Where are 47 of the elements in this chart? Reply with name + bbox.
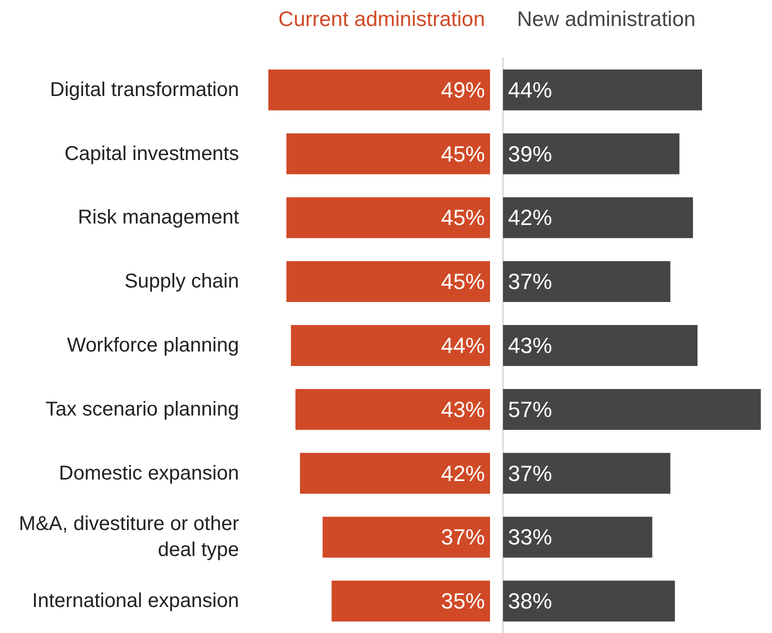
y-tick-label: Domestic expansion (58, 462, 239, 484)
bar (286, 197, 490, 238)
y-tick-label: International expansion (32, 590, 239, 612)
bar (503, 580, 675, 622)
y-tick-label: Workforce planning (67, 334, 239, 356)
bar (268, 70, 490, 110)
data-label: 43% (440, 396, 485, 422)
bar (286, 261, 490, 302)
bar (503, 452, 670, 494)
data-label: 35% (440, 588, 485, 614)
chart-title: Current administration (278, 8, 486, 31)
data-label: 39% (508, 141, 552, 166)
bar (503, 388, 761, 430)
data-label: 57% (508, 396, 552, 422)
y-tick-label: Capital investments (64, 142, 239, 165)
data-label: 38% (508, 588, 552, 614)
bar (503, 325, 698, 366)
bar (332, 580, 490, 622)
data-label: 37% (440, 524, 485, 550)
data-label: 45% (440, 269, 485, 294)
bar (322, 516, 490, 558)
y-tick-label: Supply chain (124, 270, 239, 293)
y-tick-label: Digital transformation (50, 78, 239, 101)
bar (290, 325, 490, 366)
data-label: 44% (440, 333, 485, 358)
bar (503, 516, 652, 558)
data-label: 45% (440, 205, 485, 230)
data-label: 42% (440, 460, 485, 486)
data-label: 43% (508, 333, 552, 358)
data-label: 37% (508, 460, 552, 486)
bar (503, 133, 680, 174)
data-label: 44% (508, 77, 552, 102)
chart-title: New administration (517, 8, 696, 31)
bar (503, 70, 702, 110)
data-label: 42% (508, 205, 552, 230)
bar (300, 452, 490, 494)
bar (503, 197, 693, 238)
y-tick-label: M&A, divestiture or other deal type (18, 513, 240, 562)
y-tick-label: Risk management (78, 206, 240, 229)
data-label: 49% (440, 77, 485, 102)
bar (295, 388, 490, 430)
data-label: 33% (508, 524, 552, 550)
bar (503, 261, 670, 302)
data-label: 37% (508, 269, 552, 294)
y-tick-label: Tax scenario planning (46, 398, 239, 420)
data-label: 45% (440, 141, 485, 166)
bar (286, 133, 490, 174)
